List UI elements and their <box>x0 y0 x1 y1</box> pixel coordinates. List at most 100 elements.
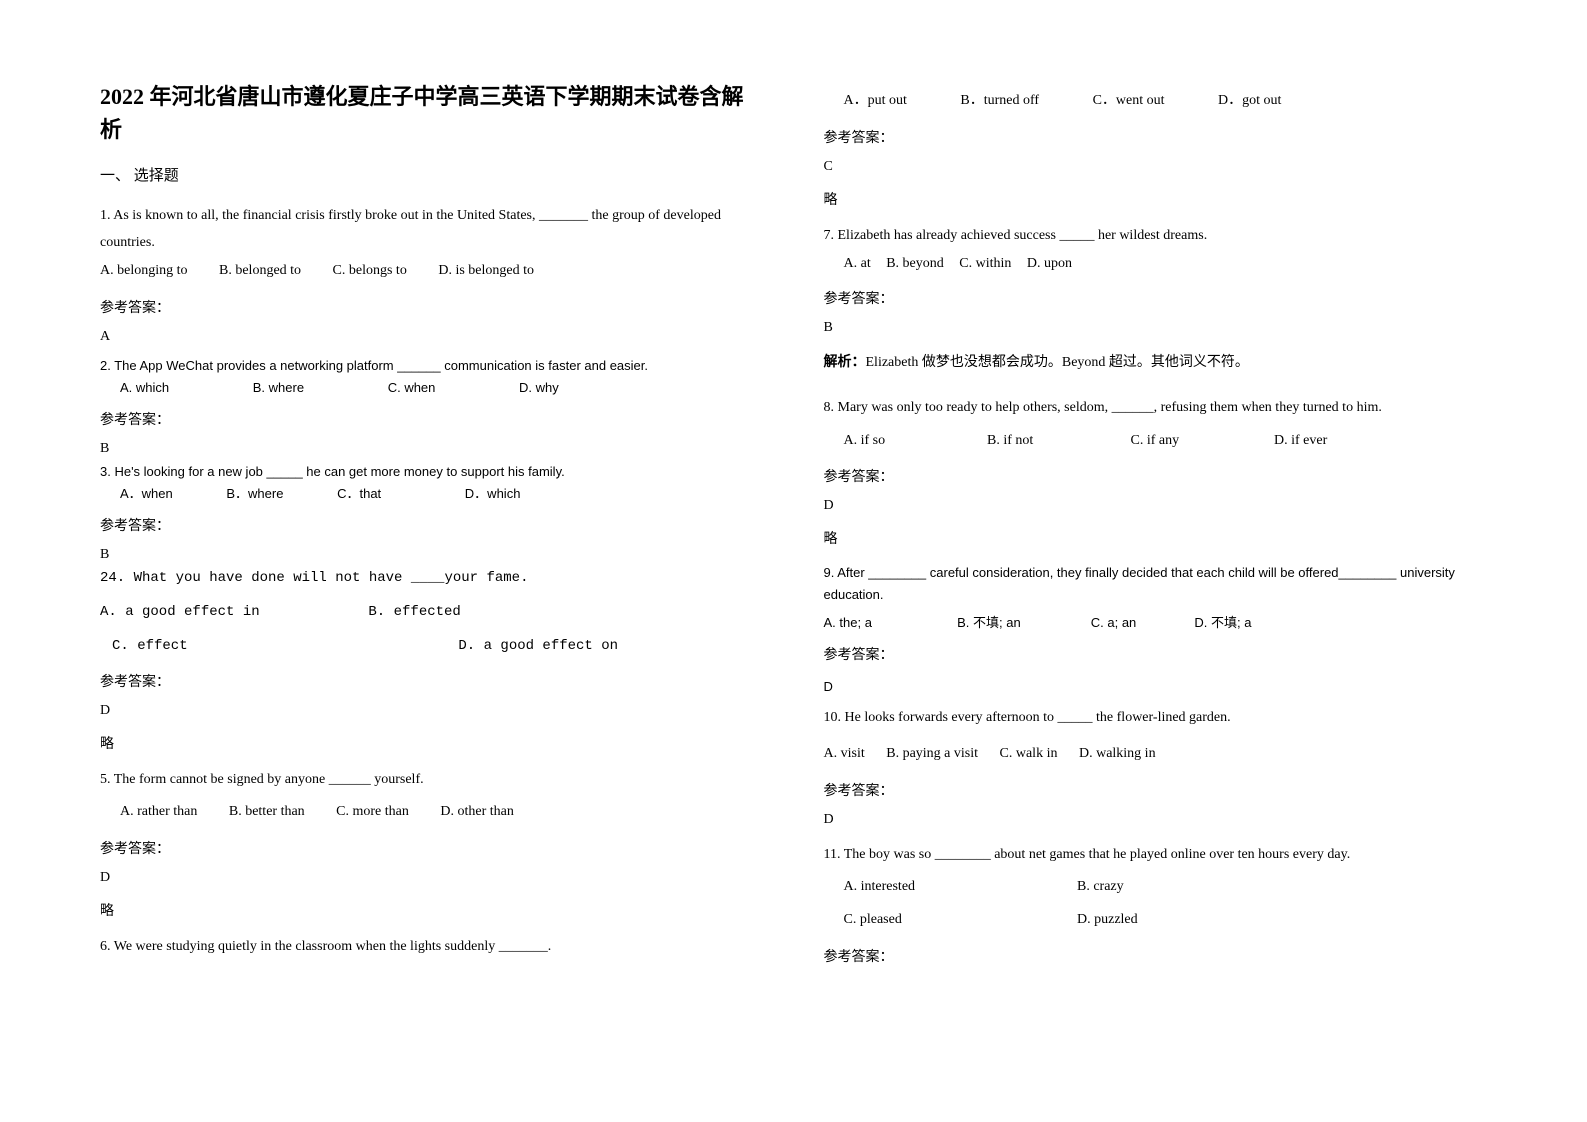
option-b: B. beyond <box>886 256 944 271</box>
option-a: A. visit <box>824 746 865 761</box>
right-column: A．put out B．turned off C．went out D．got … <box>824 80 1488 978</box>
option-c: C．went out <box>1093 88 1165 115</box>
note: 略 <box>100 900 764 920</box>
option-b: B．turned off <box>960 88 1039 115</box>
question-options: A. the; a B. 不填; an C. a; an D. 不填; a <box>824 612 1488 634</box>
option-d: D. if ever <box>1274 433 1327 448</box>
option-d: D. walking in <box>1079 746 1156 761</box>
option-d: D．got out <box>1218 93 1281 108</box>
question-11: 11. The boy was so ________ about net ga… <box>824 842 1488 966</box>
question-options-row2: C. effect D. a good effect on <box>100 635 764 659</box>
note: 略 <box>824 189 1488 209</box>
note: 略 <box>100 733 764 753</box>
option-d: D. puzzled <box>1077 912 1138 927</box>
question-3: 3. He's looking for a new job _____ he c… <box>100 461 764 505</box>
option-c: C. effect <box>100 635 450 659</box>
option-a: A. interested <box>844 874 1074 901</box>
left-column: 2022 年河北省唐山市遵化夏庄子中学高三英语下学期期末试卷含解析 一、 选择题… <box>100 80 764 978</box>
question-options-row1: A. a good effect in B. effected <box>100 601 764 625</box>
question-options: A. at B. beyond C. within D. upon <box>824 251 1488 278</box>
option-a: A. belonging to <box>100 258 188 285</box>
explanation-label: 解析： <box>824 355 866 370</box>
option-d: D. why <box>519 380 559 395</box>
question-options: A. if so B. if not C. if any D. if ever <box>824 428 1488 455</box>
option-b: B. if not <box>987 428 1127 455</box>
explanation-text: Elizabeth 做梦也没想都会成功。Beyond 超过。其他词义不符。 <box>866 355 1249 370</box>
question-1: 1. As is known to all, the financial cri… <box>100 203 764 345</box>
answer-label: 参考答案： <box>824 127 1488 147</box>
answer: D <box>100 703 764 719</box>
question-text: 1. As is known to all, the financial cri… <box>100 203 764 256</box>
option-b: B．where <box>226 483 283 505</box>
answer: D <box>824 676 1488 698</box>
answer: A <box>100 329 764 345</box>
answer: B <box>100 441 764 457</box>
option-a: A. which <box>120 377 169 399</box>
question-6: 6. We were studying quietly in the class… <box>100 934 764 961</box>
question-options: A. visit B. paying a visit C. walk in D.… <box>824 741 1488 768</box>
answer-label: 参考答案： <box>100 297 764 317</box>
answer-label: 参考答案： <box>824 644 1488 664</box>
option-d: D. a good effect on <box>458 638 618 654</box>
note: 略 <box>824 528 1488 548</box>
answer-label: 参考答案： <box>824 466 1488 486</box>
answer: C <box>824 159 1488 175</box>
question-6-options: A．put out B．turned off C．went out D．got … <box>824 88 1488 115</box>
option-c: C. more than <box>336 799 409 826</box>
question-text: 9. After ________ careful consideration,… <box>824 562 1488 606</box>
question-text: 11. The boy was so ________ about net ga… <box>824 842 1488 869</box>
question-text: 5. The form cannot be signed by anyone _… <box>100 767 764 794</box>
question-5: 5. The form cannot be signed by anyone _… <box>100 767 764 920</box>
document-title: 2022 年河北省唐山市遵化夏庄子中学高三英语下学期期末试卷含解析 <box>100 80 764 146</box>
question-text: 24. What you have done will not have ___… <box>100 567 764 591</box>
option-b: B. 不填; an <box>957 612 1087 634</box>
option-a: A. rather than <box>120 799 197 826</box>
question-text: 3. He's looking for a new job _____ he c… <box>100 461 764 483</box>
question-options: A. which B. where C. when D. why <box>100 377 764 399</box>
option-a: A. a good effect in <box>100 601 360 625</box>
option-b: B. effected <box>368 604 460 620</box>
answer-label: 参考答案： <box>100 409 764 429</box>
question-9: 9. After ________ careful consideration,… <box>824 562 1488 634</box>
answer: D <box>824 498 1488 514</box>
option-c: C. within <box>959 256 1011 271</box>
option-c: C. belongs to <box>333 258 407 285</box>
option-c: C. a; an <box>1091 612 1191 634</box>
option-c: C. pleased <box>844 907 1074 934</box>
answer-label: 参考答案： <box>824 780 1488 800</box>
answer-label: 参考答案： <box>824 946 1488 966</box>
question-7: 7. Elizabeth has already achieved succes… <box>824 223 1488 278</box>
answer: D <box>824 812 1488 828</box>
option-b: B. where <box>253 377 304 399</box>
option-a: A．put out <box>844 88 907 115</box>
question-options: A. belonging to B. belonged to C. belong… <box>100 258 764 285</box>
option-b: B. better than <box>229 799 305 826</box>
question-text: 6. We were studying quietly in the class… <box>100 934 764 961</box>
option-d: D．which <box>465 486 521 501</box>
answer: B <box>824 320 1488 336</box>
answer-label: 参考答案： <box>100 838 764 858</box>
question-options-row2: C. pleased D. puzzled <box>824 907 1488 934</box>
section-heading: 一、 选择题 <box>100 164 764 185</box>
option-c: C. walk in <box>1000 746 1058 761</box>
explanation: 解析：Elizabeth 做梦也没想都会成功。Beyond 超过。其他词义不符。 <box>824 350 1488 375</box>
answer: B <box>100 547 764 563</box>
answer: D <box>100 870 764 886</box>
question-10: 10. He looks forwards every afternoon to… <box>824 705 1488 828</box>
option-b: B. belonged to <box>219 258 301 285</box>
answer-label: 参考答案： <box>100 671 764 691</box>
option-b: B. crazy <box>1077 879 1124 894</box>
option-d: D. upon <box>1027 256 1072 271</box>
question-8: 8. Mary was only too ready to help other… <box>824 395 1488 548</box>
question-2: 2. The App WeChat provides a networking … <box>100 355 764 399</box>
question-text: 10. He looks forwards every afternoon to… <box>824 705 1488 732</box>
option-d: D. is belonged to <box>438 263 534 278</box>
option-c: C．that <box>337 483 381 505</box>
question-text: 2. The App WeChat provides a networking … <box>100 355 764 377</box>
page-container: 2022 年河北省唐山市遵化夏庄子中学高三英语下学期期末试卷含解析 一、 选择题… <box>100 80 1487 978</box>
option-a: A. if so <box>844 428 984 455</box>
question-4: 24. What you have done will not have ___… <box>100 567 764 658</box>
option-d: D. other than <box>440 804 513 819</box>
question-text: 8. Mary was only too ready to help other… <box>824 395 1488 422</box>
option-a: A．when <box>120 483 173 505</box>
